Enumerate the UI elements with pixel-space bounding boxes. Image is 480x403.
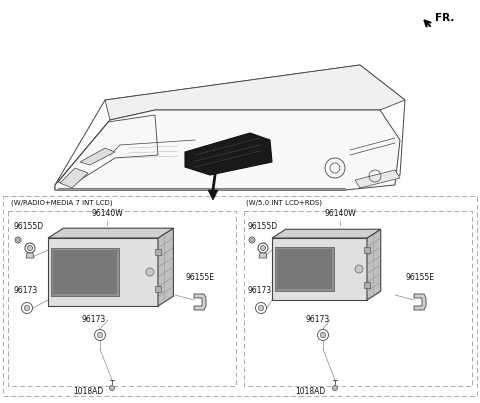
Circle shape [320,332,326,338]
Bar [3,196,477,396]
Circle shape [333,386,337,391]
Polygon shape [51,247,119,297]
Bar [244,211,472,386]
Polygon shape [158,228,173,306]
Circle shape [27,245,33,251]
Polygon shape [275,247,334,291]
Polygon shape [259,253,267,258]
Polygon shape [48,228,173,238]
Text: 96155E: 96155E [405,273,434,282]
Circle shape [258,305,264,311]
Polygon shape [48,238,158,306]
Polygon shape [272,229,381,238]
Text: 96140W: 96140W [324,209,356,218]
Polygon shape [185,133,272,175]
Circle shape [16,239,20,241]
Text: 96173: 96173 [14,286,38,295]
Text: 1018AD: 1018AD [73,387,103,396]
Text: 96173: 96173 [82,315,106,324]
Polygon shape [208,190,218,200]
Text: FR.: FR. [435,13,455,23]
Polygon shape [367,229,381,300]
Circle shape [251,239,253,241]
Polygon shape [364,247,370,253]
Polygon shape [355,170,400,188]
Text: 96140W: 96140W [91,209,123,218]
Bar [8,211,236,386]
Polygon shape [155,286,161,292]
Circle shape [97,332,103,338]
Circle shape [109,386,115,391]
Text: 1018AD: 1018AD [295,387,325,396]
Polygon shape [60,168,88,188]
Polygon shape [194,294,206,310]
Polygon shape [155,249,161,255]
Text: 96155D: 96155D [14,222,44,231]
Circle shape [146,268,154,276]
Text: (W/RADIO+MEDIA 7 INT LCD): (W/RADIO+MEDIA 7 INT LCD) [11,199,112,206]
Polygon shape [272,238,367,300]
Polygon shape [364,282,370,287]
Polygon shape [55,110,400,190]
Circle shape [355,265,363,273]
Circle shape [261,245,265,251]
Polygon shape [26,253,34,258]
Text: 96155D: 96155D [248,222,278,231]
Polygon shape [414,294,426,310]
Polygon shape [80,148,115,165]
Text: 96173: 96173 [248,286,272,295]
Text: 96155E: 96155E [185,273,214,282]
Text: 96173: 96173 [305,315,329,324]
Circle shape [24,305,30,311]
Text: (W/5.0 INT LCD+RDS): (W/5.0 INT LCD+RDS) [246,199,322,206]
Polygon shape [277,249,332,289]
Polygon shape [53,249,117,295]
Polygon shape [105,65,405,120]
